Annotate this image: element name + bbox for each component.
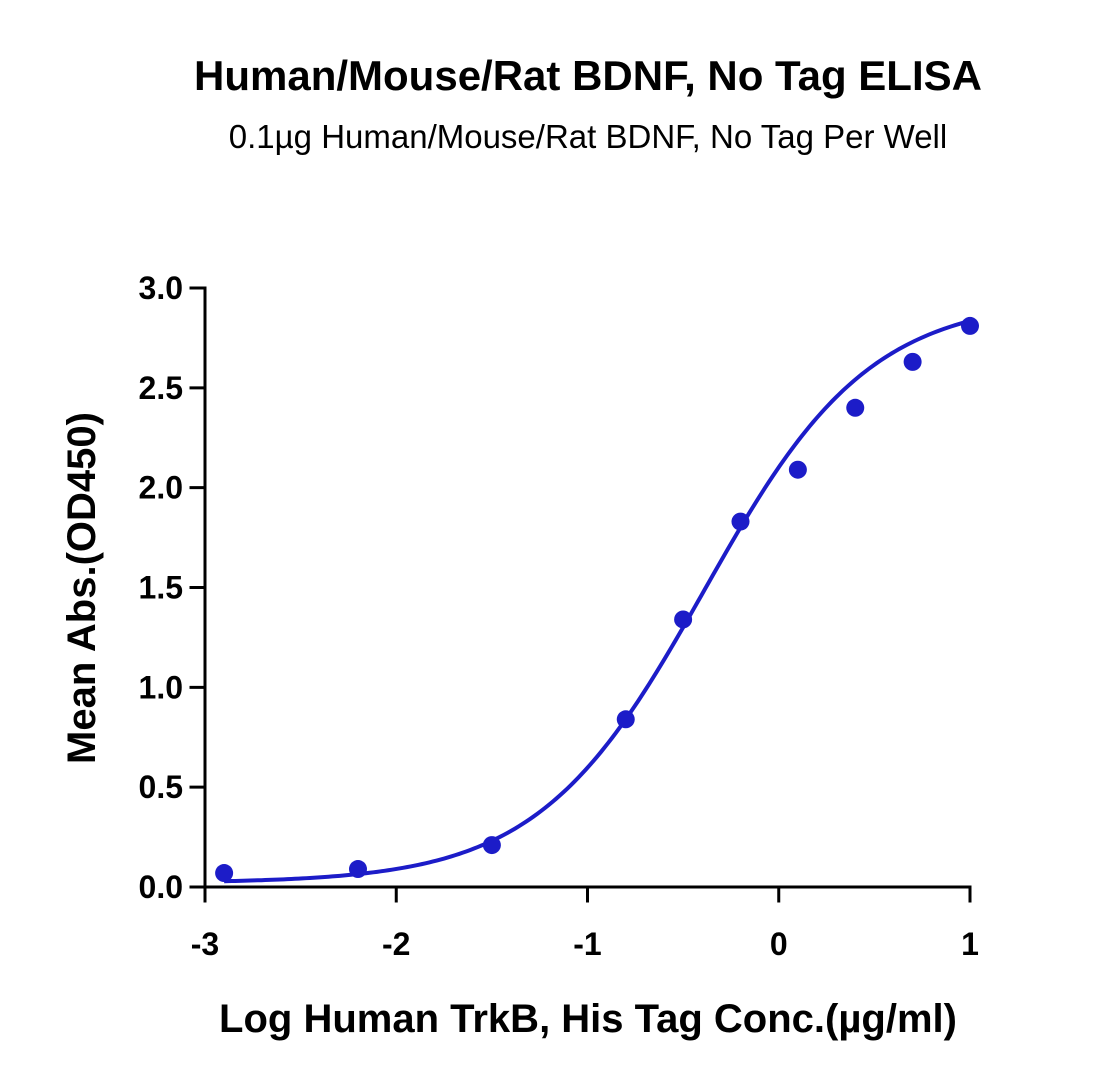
x-tick-label: 0 [770,926,788,962]
y-axis-title: Mean Abs.(OD450) [60,412,104,764]
data-point [788,460,807,479]
data-point [349,860,367,879]
y-tick-label: 0.0 [139,869,183,905]
y-tick-label: 2.0 [139,470,183,506]
data-point [215,864,234,883]
data-point [731,512,750,531]
axes: 0.0 0.5 1.0 1.5 2.0 2.5 3.0 -3 -2 -1 0 1 [139,270,979,962]
y-tick-label: 1.5 [139,570,183,606]
x-tick-label: -2 [382,926,410,962]
x-axis-title: Log Human TrkB, His Tag Conc.(µg/ml) [219,997,957,1041]
chart-title: Human/Mouse/Rat BDNF, No Tag ELISA [194,52,982,99]
chart-subtitle: 0.1µg Human/Mouse/Rat BDNF, No Tag Per W… [228,118,948,155]
data-point [616,710,635,729]
x-tick-label: -3 [191,926,219,962]
y-tick-label: 0.5 [139,769,183,805]
points-layer [215,316,979,883]
data-point [674,610,693,629]
y-tick-label: 1.0 [139,669,183,705]
x-tick-label: 1 [961,926,979,962]
x-tick-label: -1 [573,926,601,962]
data-point [961,316,979,335]
y-tick-label: 3.0 [139,270,183,306]
data-point [846,398,865,417]
fit-curve [224,318,971,884]
data-point [903,352,922,371]
data-point [482,836,501,855]
y-tick-label: 2.5 [139,370,183,406]
fit-layer [224,318,971,884]
